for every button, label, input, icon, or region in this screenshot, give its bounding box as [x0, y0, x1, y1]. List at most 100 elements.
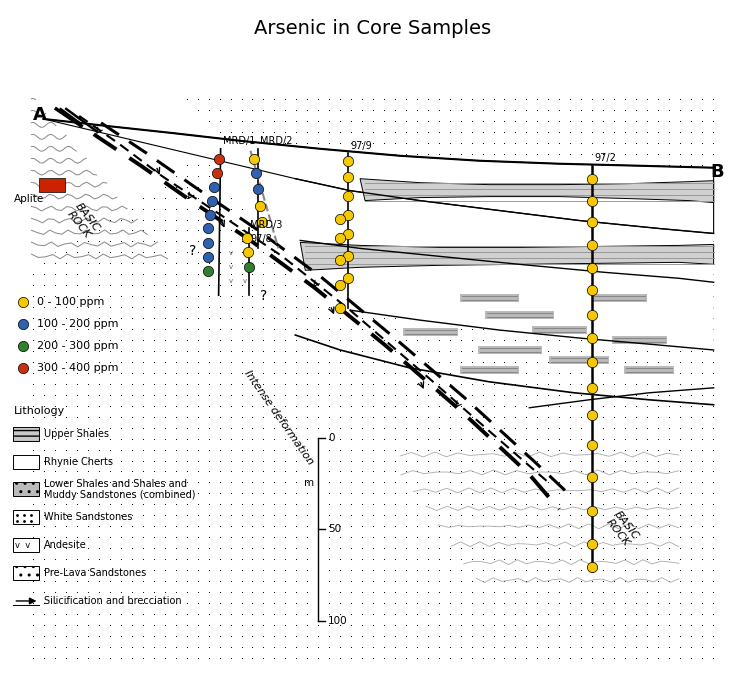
- Point: [202, 238, 214, 249]
- Text: BASIC
ROCK: BASIC ROCK: [604, 509, 641, 549]
- Text: Andesite: Andesite: [44, 540, 87, 550]
- Point: [334, 255, 346, 266]
- Point: [334, 213, 346, 224]
- Text: 100 - 200 ppm: 100 - 200 ppm: [37, 319, 119, 329]
- Text: MRD/2: MRD/2: [261, 136, 293, 146]
- Point: [586, 357, 598, 368]
- Point: [342, 229, 354, 240]
- Point: [586, 409, 598, 420]
- Point: [17, 319, 29, 330]
- Text: MRD/1: MRD/1: [223, 136, 255, 146]
- Point: [586, 195, 598, 206]
- Point: [586, 562, 598, 573]
- Point: [586, 285, 598, 296]
- Point: [586, 173, 598, 184]
- Point: [17, 362, 29, 373]
- Polygon shape: [176, 119, 713, 350]
- Text: m: m: [304, 478, 314, 489]
- Point: [211, 167, 223, 178]
- Text: v: v: [229, 250, 232, 257]
- Point: [586, 506, 598, 517]
- Point: [586, 310, 598, 321]
- Text: ?: ?: [189, 244, 196, 258]
- Text: Muddy Sandstones (combined): Muddy Sandstones (combined): [44, 491, 196, 500]
- Bar: [13, 455, 40, 469]
- Point: [256, 217, 268, 228]
- Point: [342, 273, 354, 284]
- Point: [586, 240, 598, 251]
- Text: MRD/3: MRD/3: [250, 221, 283, 230]
- Text: 97/2: 97/2: [594, 152, 616, 163]
- Point: [586, 472, 598, 483]
- Point: [342, 155, 354, 166]
- Text: 50: 50: [328, 524, 341, 534]
- Point: [250, 167, 262, 178]
- Text: 300 - 400 ppm: 300 - 400 ppm: [37, 363, 119, 373]
- Polygon shape: [549, 356, 609, 364]
- Polygon shape: [31, 96, 201, 268]
- Polygon shape: [459, 366, 519, 374]
- Text: Lithology: Lithology: [13, 406, 65, 415]
- Point: [208, 181, 220, 192]
- Point: [252, 183, 264, 194]
- Bar: [13, 482, 40, 496]
- Point: [202, 252, 214, 263]
- Point: [202, 223, 214, 234]
- Text: Aplite: Aplite: [13, 194, 44, 204]
- Text: Lower Shales and Shales and: Lower Shales and Shales and: [44, 480, 187, 489]
- Point: [342, 171, 354, 182]
- Polygon shape: [624, 366, 674, 374]
- Text: A: A: [34, 106, 47, 124]
- Text: 0 - 100 ppm: 0 - 100 ppm: [37, 297, 105, 307]
- Polygon shape: [612, 336, 667, 344]
- Point: [342, 251, 354, 262]
- Point: [586, 217, 598, 228]
- Polygon shape: [403, 328, 458, 336]
- Polygon shape: [43, 119, 713, 233]
- Point: [213, 153, 225, 164]
- Polygon shape: [485, 311, 554, 319]
- Point: [204, 209, 216, 220]
- Text: Upper Shales: Upper Shales: [44, 428, 109, 439]
- Point: [17, 340, 29, 351]
- Point: [586, 439, 598, 450]
- Text: Intense deformation: Intense deformation: [242, 368, 314, 467]
- Point: [334, 279, 346, 290]
- Text: 200 - 300 ppm: 200 - 300 ppm: [37, 341, 119, 351]
- Text: BASIC
ROCK: BASIC ROCK: [64, 201, 102, 240]
- Text: Rhynie Cherts: Rhynie Cherts: [44, 457, 114, 466]
- Polygon shape: [459, 294, 519, 302]
- Point: [334, 303, 346, 314]
- Text: 97/9: 97/9: [350, 141, 372, 151]
- Text: Arsenic in Core Samples: Arsenic in Core Samples: [255, 19, 492, 39]
- Point: [586, 539, 598, 550]
- Point: [334, 233, 346, 244]
- Text: v: v: [229, 278, 232, 284]
- Text: White Sandstones: White Sandstones: [44, 512, 133, 522]
- Text: v  v: v v: [16, 541, 31, 550]
- Text: Pre-Lava Sandstones: Pre-Lava Sandstones: [44, 568, 146, 578]
- Text: 97/8: 97/8: [250, 235, 272, 244]
- Text: v: v: [243, 278, 247, 284]
- Polygon shape: [477, 346, 542, 354]
- Text: Silicification and brecciation: Silicification and brecciation: [44, 596, 182, 606]
- Polygon shape: [360, 179, 713, 203]
- Point: [255, 200, 267, 211]
- Point: [205, 195, 217, 206]
- Point: [586, 263, 598, 274]
- Bar: [40, 178, 65, 192]
- Text: 0: 0: [328, 433, 335, 442]
- Bar: [13, 426, 40, 441]
- Text: B: B: [710, 163, 725, 181]
- Bar: [13, 538, 40, 552]
- Point: [342, 209, 354, 220]
- Point: [586, 382, 598, 393]
- Text: ?: ?: [260, 289, 267, 303]
- Point: [241, 247, 253, 258]
- Point: [249, 153, 261, 164]
- Point: [586, 333, 598, 344]
- Bar: [13, 566, 40, 580]
- Point: [17, 297, 29, 308]
- Polygon shape: [592, 294, 647, 302]
- Point: [241, 233, 252, 244]
